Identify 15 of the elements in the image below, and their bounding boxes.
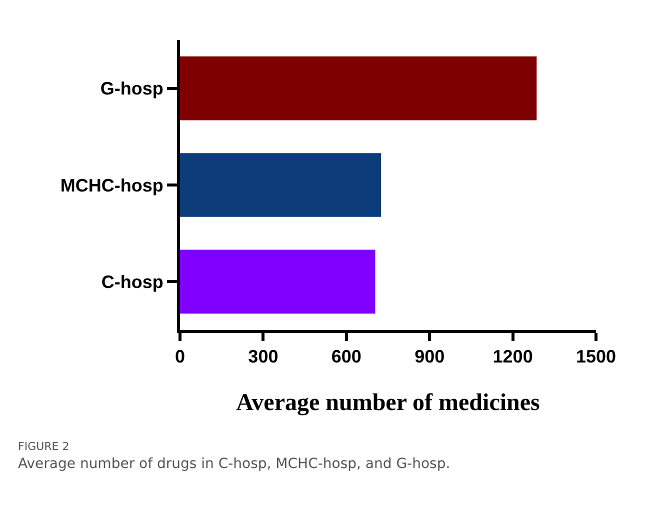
x-tick-label: 0 (174, 346, 186, 367)
bar (180, 56, 537, 120)
y-tick-label: MCHC-hosp (60, 175, 164, 196)
caption: FIGURE 2 (18, 440, 70, 453)
bar (180, 250, 376, 314)
bar (180, 153, 382, 217)
x-tick-label: 1200 (492, 346, 533, 367)
y-tick-label: C-hosp (101, 272, 164, 292)
x-tick-label: 900 (414, 346, 445, 367)
text: Average number of drugs in C-hosp, MCHC-hosp, and G-hosp. (18, 456, 452, 472)
x-tick-label: 300 (248, 346, 278, 367)
x-tick-label: 1500 (576, 346, 616, 367)
y-tick-label: G-hosp (100, 78, 164, 99)
x-axis-title: Average number of medicines (236, 390, 540, 416)
x-tick-label: 600 (331, 346, 362, 367)
